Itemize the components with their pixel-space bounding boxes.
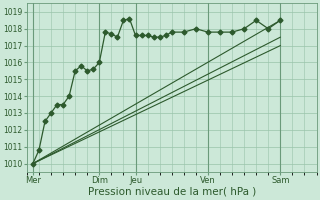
X-axis label: Pression niveau de la mer( hPa ): Pression niveau de la mer( hPa ) — [88, 187, 256, 197]
